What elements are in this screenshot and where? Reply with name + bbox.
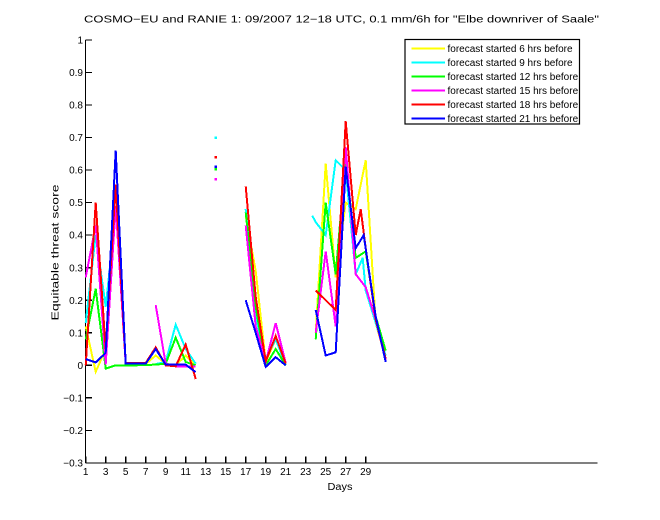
svg-text:19: 19 — [260, 467, 272, 478]
svg-text:23: 23 — [300, 467, 312, 478]
svg-text:7: 7 — [143, 467, 149, 478]
svg-text:25: 25 — [320, 467, 332, 478]
svg-text:21: 21 — [280, 467, 292, 478]
svg-text:−0.1: −0.1 — [63, 393, 83, 404]
svg-text:forecast started 12 hrs before: forecast started 12 hrs before — [448, 72, 579, 83]
svg-text:Days: Days — [328, 482, 353, 493]
svg-text:Equitable threat score: Equitable threat score — [51, 184, 62, 321]
svg-text:0.5: 0.5 — [69, 198, 83, 209]
svg-text:forecast started 21 hrs before: forecast started 21 hrs before — [448, 114, 579, 125]
svg-text:17: 17 — [240, 467, 252, 478]
svg-text:0.1: 0.1 — [69, 328, 83, 339]
svg-text:9: 9 — [163, 467, 169, 478]
svg-text:5: 5 — [123, 467, 129, 478]
svg-text:forecast started 6 hrs before: forecast started 6 hrs before — [448, 44, 574, 55]
svg-text:15: 15 — [220, 467, 232, 478]
svg-text:0.7: 0.7 — [69, 133, 83, 144]
svg-text:−0.2: −0.2 — [63, 426, 83, 437]
svg-text:1: 1 — [77, 36, 83, 47]
svg-text:3: 3 — [103, 467, 109, 478]
svg-text:forecast started 9 hrs before: forecast started 9 hrs before — [448, 58, 574, 69]
svg-text:11: 11 — [181, 467, 192, 478]
svg-text:0.8: 0.8 — [69, 101, 83, 112]
svg-text:0.4: 0.4 — [69, 231, 83, 242]
svg-text:13: 13 — [200, 467, 212, 478]
svg-text:0.6: 0.6 — [69, 166, 83, 177]
svg-text:forecast started 15 hrs before: forecast started 15 hrs before — [448, 86, 579, 97]
svg-text:1: 1 — [83, 467, 89, 478]
svg-text:0.9: 0.9 — [69, 68, 83, 79]
svg-text:27: 27 — [340, 467, 352, 478]
svg-text:forecast started 18 hrs before: forecast started 18 hrs before — [448, 100, 579, 111]
svg-text:0.2: 0.2 — [69, 296, 83, 307]
svg-text:0.3: 0.3 — [69, 263, 83, 274]
svg-text:29: 29 — [360, 467, 372, 478]
svg-text:−0.3: −0.3 — [63, 459, 83, 470]
svg-text:0: 0 — [77, 361, 83, 372]
svg-text:COSMO−EU and RANIE 1: 09/2007: COSMO−EU and RANIE 1: 09/2007 12−18 UTC,… — [84, 15, 600, 26]
